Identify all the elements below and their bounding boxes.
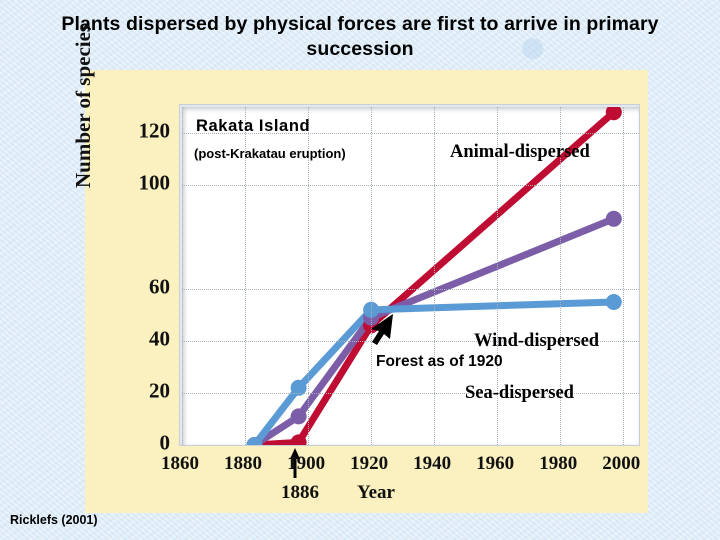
y-axis-title: Number of species: [71, 23, 95, 188]
figure-card: Rakata Island (post-Krakatau eruption) A…: [71, 24, 648, 513]
x-axis-tick-label: 1940: [413, 453, 452, 474]
gridline-vertical: [308, 107, 310, 445]
gridline-horizontal: [182, 341, 639, 342]
x-axis-tick-label: 2000: [602, 453, 641, 474]
gridline-vertical: [623, 107, 625, 445]
series-label-sea-dispersed: Sea-dispersed: [465, 383, 574, 403]
data-point-marker: [605, 210, 622, 227]
eruption-year-label: 1886: [281, 482, 319, 503]
y-axis-tick-label: 120: [138, 118, 171, 143]
series-line-wind-dispersed: [250, 215, 618, 445]
y-axis-tick-label: 100: [138, 170, 171, 195]
gridline-horizontal: [182, 289, 639, 290]
gridline-horizontal: [182, 393, 639, 394]
data-point-marker: [605, 294, 622, 310]
y-axis-tick-label: 0: [159, 430, 171, 455]
chart-series-layer: [246, 107, 622, 445]
gridline-horizontal: [182, 185, 639, 186]
forest-pointer-arrow: [371, 314, 393, 345]
x-axis-tick-label: 1960: [476, 453, 515, 474]
chart-title: Rakata Island: [196, 117, 311, 135]
chart-subtitle: (post-Krakatau eruption): [194, 146, 346, 161]
y-axis-tick-label: 20: [149, 378, 170, 403]
data-point-marker: [290, 379, 307, 396]
data-point-marker: [290, 408, 307, 425]
source-credit: Ricklefs (2001): [10, 513, 98, 527]
x-axis-title: Year: [357, 482, 395, 503]
x-axis-tick-label: 1920: [350, 453, 389, 474]
series-label-wind-dispersed: Wind-dispersed: [474, 331, 600, 351]
gridline-vertical: [245, 107, 247, 445]
x-axis-tick-label: 1880: [224, 453, 263, 474]
slide-title: Plants dispersed by physical forces are …: [61, 13, 659, 60]
data-point-marker: [290, 434, 307, 445]
x-axis-tick-label: 1900: [287, 453, 326, 474]
series-line-animal-dispersed: [250, 108, 618, 445]
gridline-vertical: [371, 107, 373, 445]
forest-annotation-label: Forest as of 1920: [376, 353, 503, 370]
gridline-vertical: [497, 107, 499, 445]
gridline-horizontal: [182, 133, 639, 134]
gridline-vertical: [434, 107, 436, 445]
y-axis-tick-label: 60: [149, 274, 170, 299]
x-axis-tick-label: 1980: [539, 453, 578, 474]
chart-plot-area: Rakata Island (post-Krakatau eruption) A…: [182, 107, 639, 445]
chart-plot-frame: Rakata Island (post-Krakatau eruption) A…: [180, 105, 639, 445]
gridline-vertical: [560, 107, 562, 445]
gridline-vertical: [182, 107, 183, 445]
data-point-marker: [605, 107, 622, 121]
data-point-marker: [246, 437, 263, 445]
x-axis-tick-label: 1860: [161, 453, 199, 474]
series-label-animal-dispersed: Animal-dispersed: [450, 142, 590, 162]
series-line-sea-dispersed: [250, 298, 618, 445]
y-axis-tick-label: 40: [149, 326, 170, 351]
eruption-pointer-arrow: [290, 448, 300, 478]
